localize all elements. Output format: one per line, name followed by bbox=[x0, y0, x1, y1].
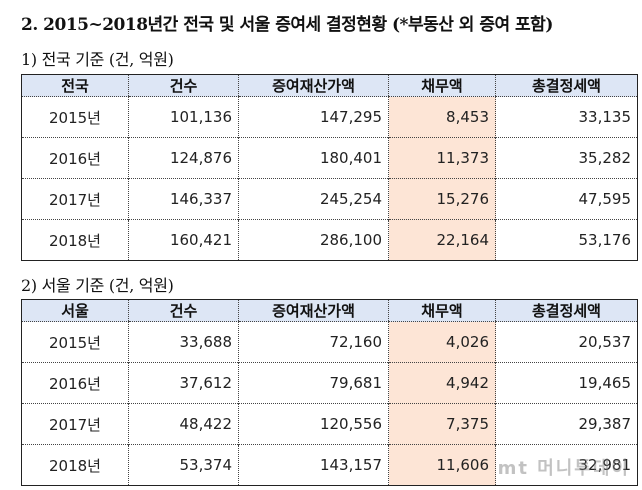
cell-total-tax: 47,595 bbox=[495, 178, 638, 220]
cell-debt: 4,026 bbox=[388, 321, 496, 363]
section-2-subtitle: 2) 서울 기준 (건, 억원) bbox=[21, 276, 174, 295]
cell-gift-value: 245,254 bbox=[238, 178, 389, 220]
header-debt: 채무액 bbox=[388, 74, 496, 97]
cell-count: 37,612 bbox=[128, 362, 239, 404]
cell-year: 2016년 bbox=[21, 362, 129, 404]
cell-count: 53,374 bbox=[128, 444, 239, 486]
cell-year: 2015년 bbox=[21, 321, 129, 363]
cell-total-tax: 29,387 bbox=[495, 403, 638, 445]
table-header-row: 전국 건수 증여재산가액 채무액 총결정세액 bbox=[21, 74, 638, 97]
cell-gift-value: 79,681 bbox=[238, 362, 389, 404]
table-row: 2017년 48,422 120,556 7,375 29,387 bbox=[21, 403, 638, 445]
cell-total-tax: 20,537 bbox=[495, 321, 638, 363]
cell-count: 48,422 bbox=[128, 403, 239, 445]
cell-year: 2017년 bbox=[21, 178, 129, 220]
table-row: 2016년 37,612 79,681 4,942 19,465 bbox=[21, 362, 638, 404]
cell-count: 124,876 bbox=[128, 137, 239, 179]
cell-total-tax: 35,282 bbox=[495, 137, 638, 179]
cell-total-tax: 53,176 bbox=[495, 219, 638, 261]
cell-year: 2016년 bbox=[21, 137, 129, 179]
seoul-table: 서울 건수 증여재산가액 채무액 총결정세액 2015년 33,688 72,1… bbox=[21, 299, 638, 486]
header-gift-value: 증여재산가액 bbox=[238, 74, 389, 97]
table-header-row: 서울 건수 증여재산가액 채무액 총결정세액 bbox=[21, 299, 638, 322]
cell-total-tax: 32,981 bbox=[495, 444, 638, 486]
cell-debt: 11,606 bbox=[388, 444, 496, 486]
cell-year: 2018년 bbox=[21, 219, 129, 261]
cell-debt: 4,942 bbox=[388, 362, 496, 404]
cell-total-tax: 33,135 bbox=[495, 96, 638, 138]
table-row: 2017년 146,337 245,254 15,276 47,595 bbox=[21, 178, 638, 220]
header-region: 전국 bbox=[21, 74, 129, 97]
cell-total-tax: 19,465 bbox=[495, 362, 638, 404]
cell-gift-value: 72,160 bbox=[238, 321, 389, 363]
header-gift-value: 증여재산가액 bbox=[238, 299, 389, 322]
cell-debt: 15,276 bbox=[388, 178, 496, 220]
cell-gift-value: 143,157 bbox=[238, 444, 389, 486]
cell-year: 2015년 bbox=[21, 96, 129, 138]
table-row: 2018년 160,421 286,100 22,164 53,176 bbox=[21, 219, 638, 261]
cell-gift-value: 120,556 bbox=[238, 403, 389, 445]
header-total-tax: 총결정세액 bbox=[495, 299, 638, 322]
cell-debt: 7,375 bbox=[388, 403, 496, 445]
table-row: 2018년 53,374 143,157 11,606 32,981 bbox=[21, 444, 638, 486]
national-table: 전국 건수 증여재산가액 채무액 총결정세액 2015년 101,136 147… bbox=[21, 74, 638, 261]
cell-gift-value: 180,401 bbox=[238, 137, 389, 179]
cell-count: 160,421 bbox=[128, 219, 239, 261]
cell-debt: 22,164 bbox=[388, 219, 496, 261]
cell-gift-value: 147,295 bbox=[238, 96, 389, 138]
cell-gift-value: 286,100 bbox=[238, 219, 389, 261]
document-title: 2. 2015~2018년간 전국 및 서울 증여세 결정현황 (*부동산 외 … bbox=[21, 15, 553, 35]
section-1-subtitle: 1) 전국 기준 (건, 억원) bbox=[21, 50, 174, 69]
cell-count: 33,688 bbox=[128, 321, 239, 363]
cell-year: 2018년 bbox=[21, 444, 129, 486]
header-count: 건수 bbox=[128, 299, 239, 322]
header-count: 건수 bbox=[128, 74, 239, 97]
table-row: 2015년 33,688 72,160 4,026 20,537 bbox=[21, 321, 638, 363]
table-row: 2015년 101,136 147,295 8,453 33,135 bbox=[21, 96, 638, 138]
cell-count: 146,337 bbox=[128, 178, 239, 220]
header-debt: 채무액 bbox=[388, 299, 496, 322]
watermark-logo: mt 머니투데이 bbox=[497, 458, 630, 479]
cell-count: 101,136 bbox=[128, 96, 239, 138]
header-region: 서울 bbox=[21, 299, 129, 322]
table-row: 2016년 124,876 180,401 11,373 35,282 bbox=[21, 137, 638, 179]
cell-debt: 11,373 bbox=[388, 137, 496, 179]
cell-debt: 8,453 bbox=[388, 96, 496, 138]
header-total-tax: 총결정세액 bbox=[495, 74, 638, 97]
cell-year: 2017년 bbox=[21, 403, 129, 445]
